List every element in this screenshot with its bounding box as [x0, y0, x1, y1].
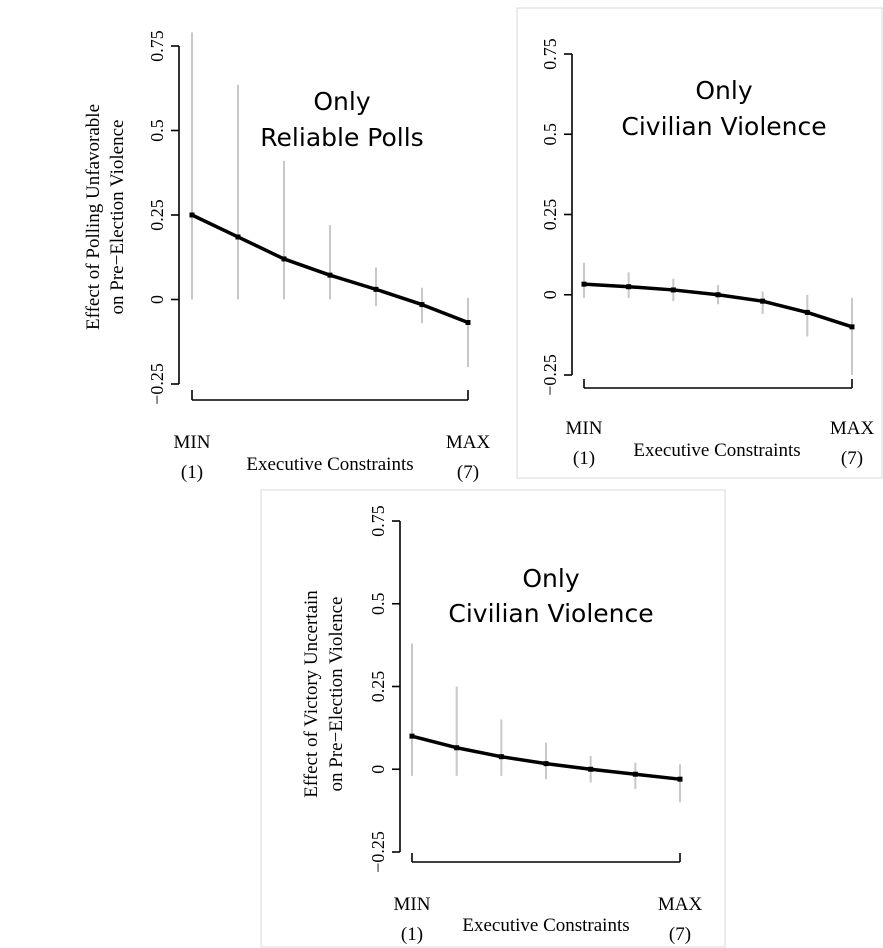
y-tick-label: 0.5: [540, 123, 560, 146]
series: [409, 643, 683, 803]
y-tick-label: 0.25: [540, 199, 560, 231]
data-point: [409, 733, 415, 739]
x-axis: MIN (1) MAX (7) Executive Constraints: [174, 390, 491, 483]
y-axis: −0.25 0 0.25 0.5 0.75: [368, 505, 401, 873]
data-point: [327, 272, 333, 278]
y-tick-label: −0.25: [147, 363, 167, 405]
data-point: [804, 309, 810, 315]
y-axis-label: Effect of Victory Uncertain: [301, 590, 322, 798]
chart-panel-1: −0.25 0 0.25 0.5 0.75 Effect of Polling Unfav…: [83, 30, 490, 483]
data-point: [581, 281, 587, 287]
x-min-label: MIN: [394, 894, 431, 915]
y-axis-label: on Pre−Election Violence: [107, 120, 128, 315]
chart-title: Only: [522, 564, 579, 593]
y-tick-label: 0.25: [368, 671, 388, 703]
x-max-label: (7): [669, 924, 691, 945]
y-axis: −0.25 0 0.25 0.5 0.75: [540, 38, 573, 396]
chart-panel-2: −0.25 0 0.25 0.5 0.75 MIN (1) MAX (7) Executive C…: [516, 7, 883, 479]
data-point: [626, 284, 632, 290]
y-tick-label: 0.75: [147, 30, 167, 62]
y-axis-label: Effect of Polling Unfavorable: [83, 104, 104, 330]
x-axis: MIN (1) MAX (7) Executive Constraints: [394, 853, 703, 945]
x-axis-label: Executive Constraints: [462, 915, 629, 936]
data-point: [543, 761, 549, 767]
x-max-label: (7): [457, 462, 479, 483]
x-max-label: MAX: [830, 418, 875, 439]
data-point: [465, 319, 471, 325]
y-tick-label: 0.5: [147, 119, 167, 142]
data-point: [677, 776, 683, 782]
data-point: [588, 766, 594, 772]
data-point: [498, 754, 504, 760]
y-tick-label: 0.5: [368, 593, 388, 616]
data-point: [849, 324, 855, 330]
chart-title: Reliable Polls: [260, 123, 423, 152]
data-point: [189, 212, 195, 218]
series: [581, 262, 855, 375]
y-tick-label: 0.75: [540, 38, 560, 70]
x-min-label: (1): [401, 924, 423, 945]
x-axis-label: Executive Constraints: [633, 440, 800, 461]
data-point: [632, 771, 638, 777]
y-tick-label: −0.25: [540, 354, 560, 396]
x-max-label: MAX: [658, 894, 703, 915]
x-axis: MIN (1) MAX (7) Executive Constraints: [566, 379, 875, 469]
data-point: [235, 234, 241, 240]
chart-title: Civilian Violence: [448, 599, 653, 628]
y-axis-label: on Pre−Election Violence: [326, 597, 347, 792]
y-tick-label: 0.75: [368, 505, 388, 537]
data-point: [760, 298, 766, 304]
panel-border: [260, 489, 726, 948]
series: [189, 32, 471, 368]
x-min-label: (1): [573, 448, 595, 469]
y-tick-label: 0: [147, 295, 167, 304]
data-point: [454, 745, 460, 751]
data-point: [281, 256, 287, 262]
x-min-label: (1): [181, 462, 203, 483]
x-min-label: MIN: [174, 432, 211, 453]
x-axis-label: Executive Constraints: [246, 454, 413, 475]
y-tick-label: 0: [540, 290, 560, 299]
y-axis: −0.25 0 0.25 0.5 0.75: [147, 30, 180, 405]
panel-border: [516, 7, 883, 479]
x-min-label: MIN: [566, 418, 603, 439]
x-max-label: MAX: [446, 432, 491, 453]
data-point: [670, 287, 676, 293]
chart-title: Only: [695, 76, 752, 105]
x-max-label: (7): [841, 448, 863, 469]
chart-title: Civilian Violence: [621, 112, 826, 141]
data-point: [715, 292, 721, 298]
y-tick-label: 0.25: [147, 199, 167, 231]
y-tick-label: −0.25: [368, 831, 388, 873]
chart-panel-3: −0.25 0 0.25 0.5 0.75 Effect of Victory Uncer…: [260, 489, 726, 948]
data-point: [373, 286, 379, 292]
chart-title: Only: [313, 87, 370, 116]
data-point: [419, 302, 425, 308]
y-tick-label: 0: [368, 765, 388, 774]
